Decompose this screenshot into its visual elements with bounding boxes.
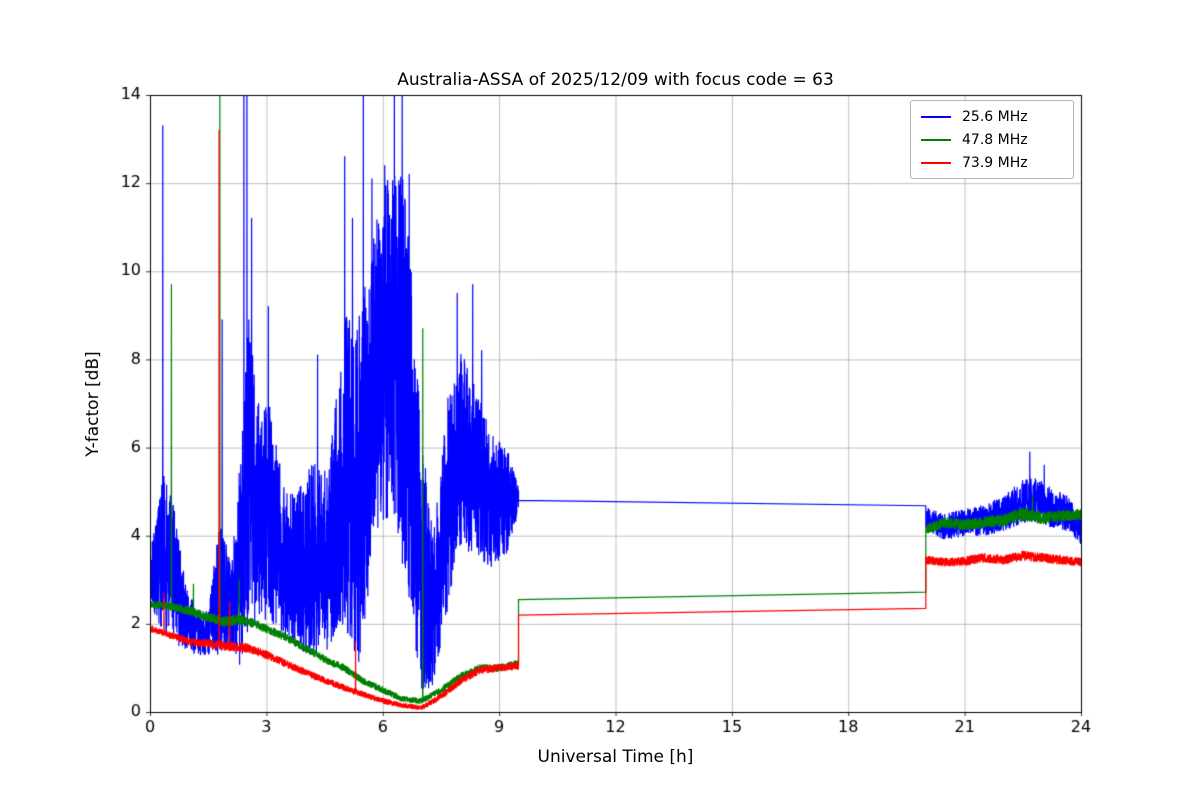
y-axis-label: Y-factor [dB] [83, 351, 103, 457]
x-axis-label: Universal Time [h] [537, 747, 694, 767]
legend-line-47-8mhz-icon [921, 138, 951, 141]
legend-label: 47.8 MHz [962, 131, 1028, 148]
legend-entry: 47.8 MHz [921, 131, 1063, 148]
chart-title: Australia-ASSA of 2025/12/09 with focus … [397, 70, 834, 90]
legend-label: 25.6 MHz [962, 108, 1028, 125]
legend: 25.6 MHz 47.8 MHz 73.9 MHz [910, 100, 1074, 179]
legend-entry: 25.6 MHz [921, 108, 1063, 125]
legend-line-25-6mhz-icon [921, 115, 951, 118]
legend-line-73-9mhz-icon [921, 161, 951, 164]
legend-entry: 73.9 MHz [921, 154, 1063, 171]
legend-label: 73.9 MHz [962, 154, 1028, 171]
